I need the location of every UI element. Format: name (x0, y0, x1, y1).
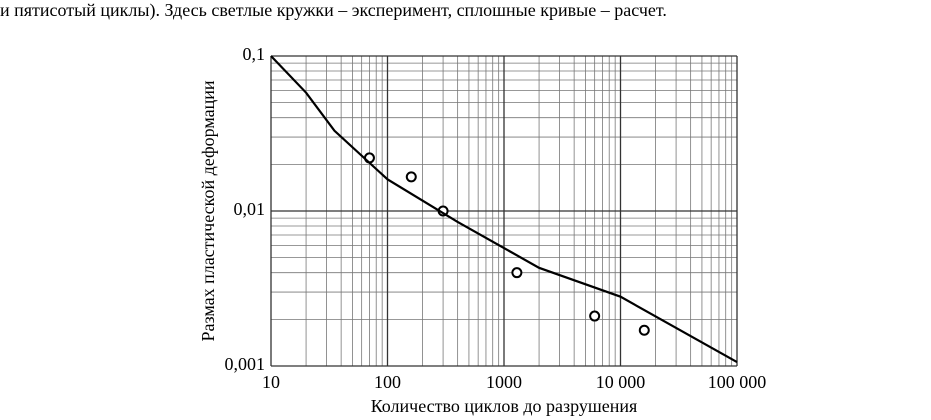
y-tick-label: 0,01 (234, 199, 266, 219)
point (511, 267, 523, 279)
x-axis-label: Количество циклов до разрушения (371, 396, 638, 416)
point (405, 171, 417, 183)
x-tick-label: 10 (262, 372, 280, 392)
y-tick-label: 0,1 (243, 44, 266, 64)
x-tick-label: 100 (374, 372, 401, 392)
point (638, 324, 650, 336)
x-tick-label: 100 000 (708, 372, 767, 392)
x-tick-label: 10 000 (596, 372, 646, 392)
curve (270, 55, 738, 364)
point (589, 310, 601, 322)
x-tick-label: 1000 (486, 372, 522, 392)
caption: и пятисотый циклы). Здесь светлые кружки… (0, 0, 667, 21)
y-axis-label: Размах пластической деформации (198, 80, 218, 341)
y-tick-label: 0,001 (225, 354, 266, 374)
